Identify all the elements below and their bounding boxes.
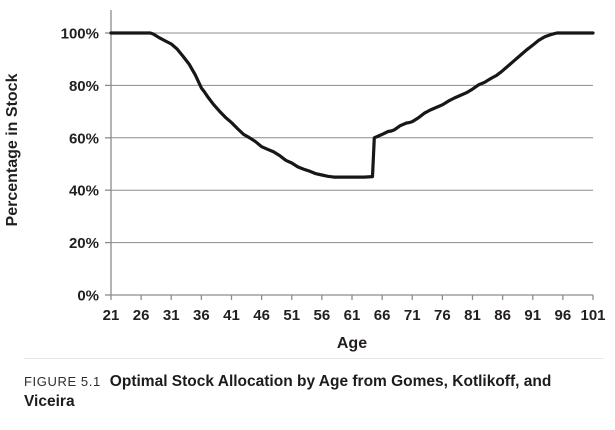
x-tick-label: 71 <box>404 307 421 324</box>
y-tick-label: 0% <box>77 288 99 305</box>
x-tick-label: 26 <box>133 307 150 324</box>
x-tick-label: 96 <box>555 307 572 324</box>
x-tick-label: 31 <box>163 307 180 324</box>
x-tick-label: 86 <box>494 307 511 324</box>
y-tick-label: 100% <box>61 26 99 43</box>
x-tick-label: 21 <box>103 307 120 324</box>
allocation-curve <box>109 31 595 179</box>
y-tick-label: 80% <box>69 78 99 95</box>
stock-allocation-chart: 100% 80% 60% 40% 20% 0%21 26 31 36 41 46 51 56 61 66 71… <box>4 10 606 352</box>
y-tick-label: 40% <box>69 183 99 200</box>
x-tick-label: 81 <box>464 307 481 324</box>
x-tick-label: 36 <box>193 307 210 324</box>
x-tick-label: 91 <box>524 307 541 324</box>
chart-area: 100% 80% 60% 40% 20% 0% 21 26 31 36 41 46 51 56 61 66 71… <box>4 10 606 352</box>
x-axis-title: Age <box>337 335 367 352</box>
x-tick-label: 66 <box>374 307 391 324</box>
x-tick-label: 101 <box>580 307 605 324</box>
figure-caption: FIGURE 5.1 Optimal Stock Allocation by Ag… <box>24 358 604 412</box>
y-tick-label: 60% <box>69 130 99 147</box>
x-tick-label: 76 <box>434 307 451 324</box>
x-tick-label: 41 <box>223 307 240 324</box>
x-tick-label: 56 <box>314 307 331 324</box>
figure-caption-label: FIGURE 5.1 <box>24 374 101 389</box>
x-tick-label: 46 <box>253 307 270 324</box>
figure-caption-title: Optimal Stock Allocation by Age from Gom… <box>24 373 552 410</box>
x-tick-label: 61 <box>344 307 361 324</box>
y-tick-label: 20% <box>69 235 99 252</box>
y-axis-title: Percentage in Stock <box>4 73 21 226</box>
x-tick-label: 51 <box>283 307 300 324</box>
